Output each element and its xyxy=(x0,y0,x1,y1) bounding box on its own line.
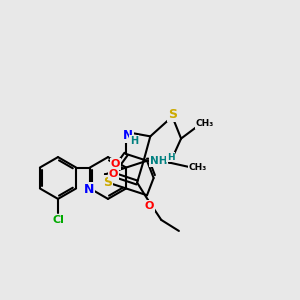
Text: H: H xyxy=(130,136,138,146)
Text: CH₃: CH₃ xyxy=(196,119,214,128)
Text: O: O xyxy=(144,201,154,211)
Text: N: N xyxy=(84,183,94,196)
Text: Cl: Cl xyxy=(52,215,64,225)
Text: N: N xyxy=(123,130,133,142)
Text: S: S xyxy=(168,108,177,121)
Text: H: H xyxy=(167,152,174,161)
Text: O: O xyxy=(110,159,120,169)
Text: O: O xyxy=(109,169,118,179)
Text: S: S xyxy=(103,176,112,189)
Text: CH₃: CH₃ xyxy=(189,163,207,172)
Text: NH: NH xyxy=(150,156,167,166)
